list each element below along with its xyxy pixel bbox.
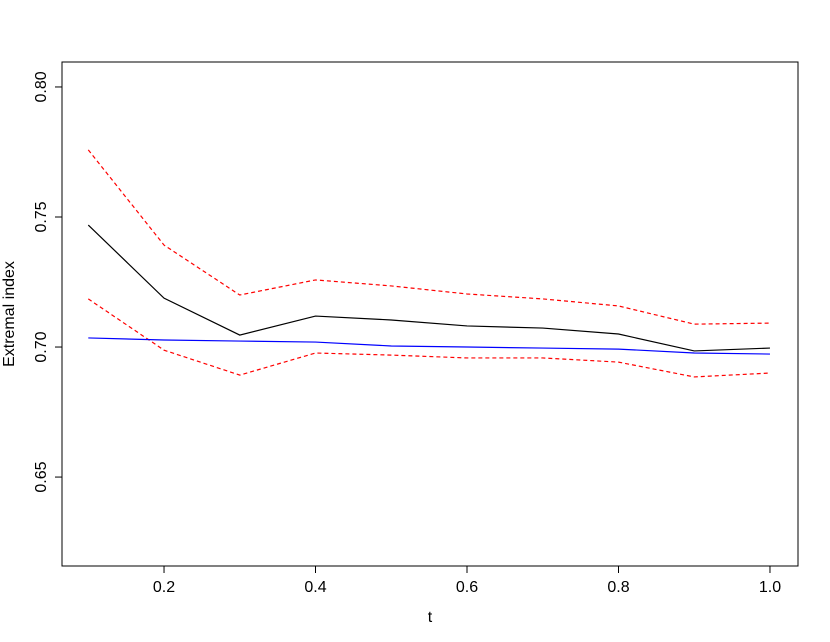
series-line — [87, 298, 771, 378]
y-tick-label: 0.70 — [33, 331, 50, 362]
x-tick-label: 0.8 — [607, 579, 629, 596]
series-line — [88, 337, 770, 355]
x-tick-label: 0.4 — [304, 579, 326, 596]
series-line — [87, 224, 770, 352]
y-tick-label: 0.65 — [33, 461, 50, 492]
plot-frame — [61, 61, 799, 567]
x-tick-label: 0.2 — [153, 579, 175, 596]
x-axis-label: t — [428, 609, 433, 626]
y-tick-label: 0.75 — [33, 201, 50, 232]
y-tick-label: 0.80 — [33, 71, 50, 102]
y-axis-label: Extremal index — [1, 261, 18, 367]
series-line — [87, 149, 770, 325]
x-tick-label: 0.6 — [456, 579, 478, 596]
x-tick-label: 1.0 — [759, 579, 781, 596]
